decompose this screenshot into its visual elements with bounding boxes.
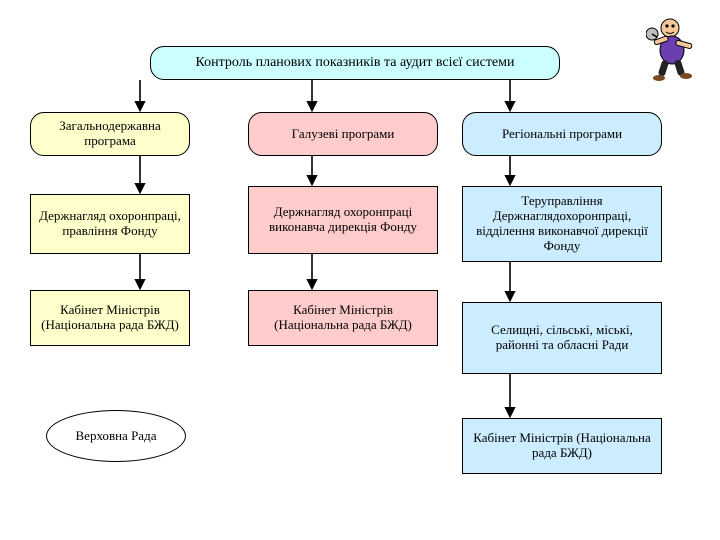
node-r4c3: Кабінет Міністрів (Національна рада БЖД) (462, 418, 662, 474)
node-r3c2: Кабінет Міністрів (Національна рада БЖД) (248, 290, 438, 346)
node-r3c1: Кабінет Міністрів (Національна рада БЖД) (30, 290, 190, 346)
node-r2c1: Держнагляд охоронпраці, правління Фонду (30, 194, 190, 254)
node-r1c1: Загальнодержавна програма (30, 112, 190, 156)
node-r3c3: Селищні, сільські, міські, районні та об… (462, 302, 662, 374)
ellipse-verkhovna-rada: Верховна Рада (46, 410, 186, 462)
node-r2c3: Теруправління Держнаглядохоронпраці, від… (462, 186, 662, 262)
clipart-runner-icon (646, 14, 706, 84)
node-r1c2: Галузеві програми (248, 112, 438, 156)
node-r1c3: Регіональні програми (462, 112, 662, 156)
diagram-title: Контроль планових показників та аудит вс… (150, 46, 560, 80)
node-r2c2: Держнагляд охоронпраці виконавча дирекці… (248, 186, 438, 254)
